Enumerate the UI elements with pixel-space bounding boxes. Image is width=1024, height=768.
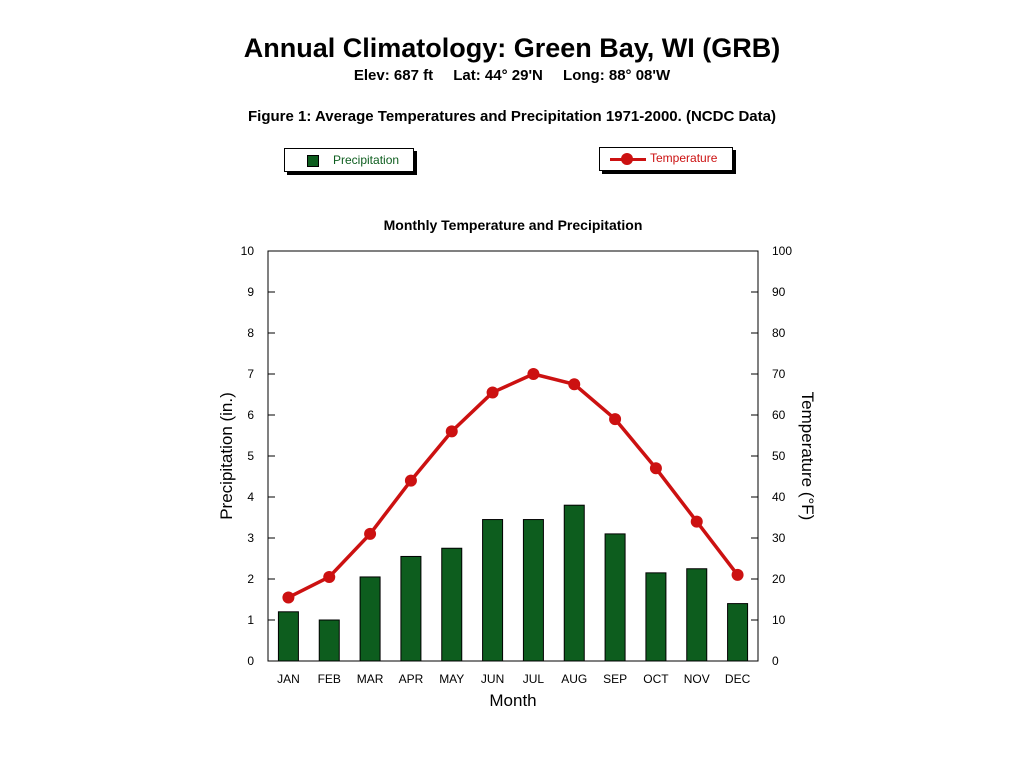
y2-tick-label: 10 <box>772 613 786 627</box>
figure-caption: Figure 1: Average Temperatures and Preci… <box>248 108 776 125</box>
x-tick-label: SEP <box>603 672 627 686</box>
y2-tick-label: 60 <box>772 408 786 422</box>
y2-tick-label: 80 <box>772 326 786 340</box>
x-tick-label: FEB <box>318 672 341 686</box>
y-tick-label: 8 <box>247 326 254 340</box>
temperature-point <box>649 462 662 475</box>
precipitation-bar <box>727 603 749 662</box>
temperature-point <box>323 570 336 583</box>
legend-precipitation-label: Precipitation <box>333 153 400 167</box>
temperature-point <box>568 378 581 391</box>
page-title: Annual Climatology: Green Bay, WI (GRB) <box>243 33 781 63</box>
precipitation-bar <box>604 533 626 662</box>
precipitation-bar <box>318 619 340 662</box>
precipitation-bar <box>482 519 504 662</box>
x-tick-label: JAN <box>277 672 300 686</box>
y2-tick-label: 20 <box>772 572 786 586</box>
legend-temperature: Temperature <box>599 147 733 171</box>
x-tick-label: MAR <box>357 672 384 686</box>
y2-tick-label: 70 <box>772 367 786 381</box>
temperature-point <box>282 591 295 604</box>
temperature-marker-icon <box>621 153 633 165</box>
x-tick-label: JUN <box>481 672 504 686</box>
y-tick-label: 4 <box>247 490 254 504</box>
temperature-point <box>364 527 377 540</box>
y-tick-label: 1 <box>247 613 254 627</box>
station-info: Elev: 687 ft Lat: 44° 29'N Long: 88° 08'… <box>0 66 1024 86</box>
y2-tick-label: 30 <box>772 531 786 545</box>
x-tick-label: JUL <box>523 672 545 686</box>
legend-temperature-label: Temperature <box>650 151 718 165</box>
y-axis-title: Precipitation (in.) <box>217 392 236 520</box>
temperature-point <box>486 386 499 399</box>
elevation-text: Elev: 687 ft <box>353 67 434 84</box>
precipitation-bar <box>359 576 381 662</box>
plot-area <box>267 250 759 662</box>
precipitation-swatch-icon <box>307 155 319 167</box>
precipitation-bar <box>686 568 708 662</box>
x-tick-label: APR <box>399 672 424 686</box>
precipitation-bar <box>400 555 422 662</box>
y-tick-label: 10 <box>241 244 255 258</box>
y2-tick-label: 90 <box>772 285 786 299</box>
precipitation-bar <box>522 519 544 662</box>
chart-title: Monthly Temperature and Precipitation <box>384 217 643 233</box>
temperature-point <box>404 474 417 487</box>
latitude-text: Lat: 44° 29'N <box>453 67 543 84</box>
y-tick-label: 2 <box>247 572 254 586</box>
legend-precipitation: Precipitation <box>284 148 414 172</box>
temperature-point <box>731 568 744 581</box>
y-tick-label: 7 <box>247 367 254 381</box>
y-tick-label: 9 <box>247 285 254 299</box>
y2-tick-label: 50 <box>772 449 786 463</box>
temperature-point <box>445 425 458 438</box>
precipitation-bar <box>441 547 463 662</box>
x-tick-label: MAY <box>439 672 464 686</box>
x-tick-label: OCT <box>643 672 669 686</box>
x-tick-label: AUG <box>561 672 587 686</box>
y2-axis-title: Temperature (°F) <box>798 392 817 521</box>
longitude-text: Long: 88° 08'W <box>563 67 671 84</box>
x-tick-label: DEC <box>725 672 751 686</box>
precipitation-bar <box>277 611 299 662</box>
precipitation-bar <box>563 504 585 662</box>
y-tick-label: 3 <box>247 531 254 545</box>
y-tick-label: 5 <box>247 449 254 463</box>
temperature-line <box>287 372 739 600</box>
temperature-point <box>609 413 622 426</box>
y2-tick-label: 0 <box>772 654 779 668</box>
temperature-point <box>690 515 703 528</box>
y-tick-label: 6 <box>247 408 254 422</box>
y-tick-label: 0 <box>247 654 254 668</box>
y2-tick-label: 100 <box>772 244 792 258</box>
x-axis-title: Month <box>489 691 536 710</box>
y2-tick-label: 40 <box>772 490 786 504</box>
precipitation-bar <box>645 572 667 662</box>
x-tick-label: NOV <box>684 672 710 686</box>
temperature-point <box>527 368 540 380</box>
